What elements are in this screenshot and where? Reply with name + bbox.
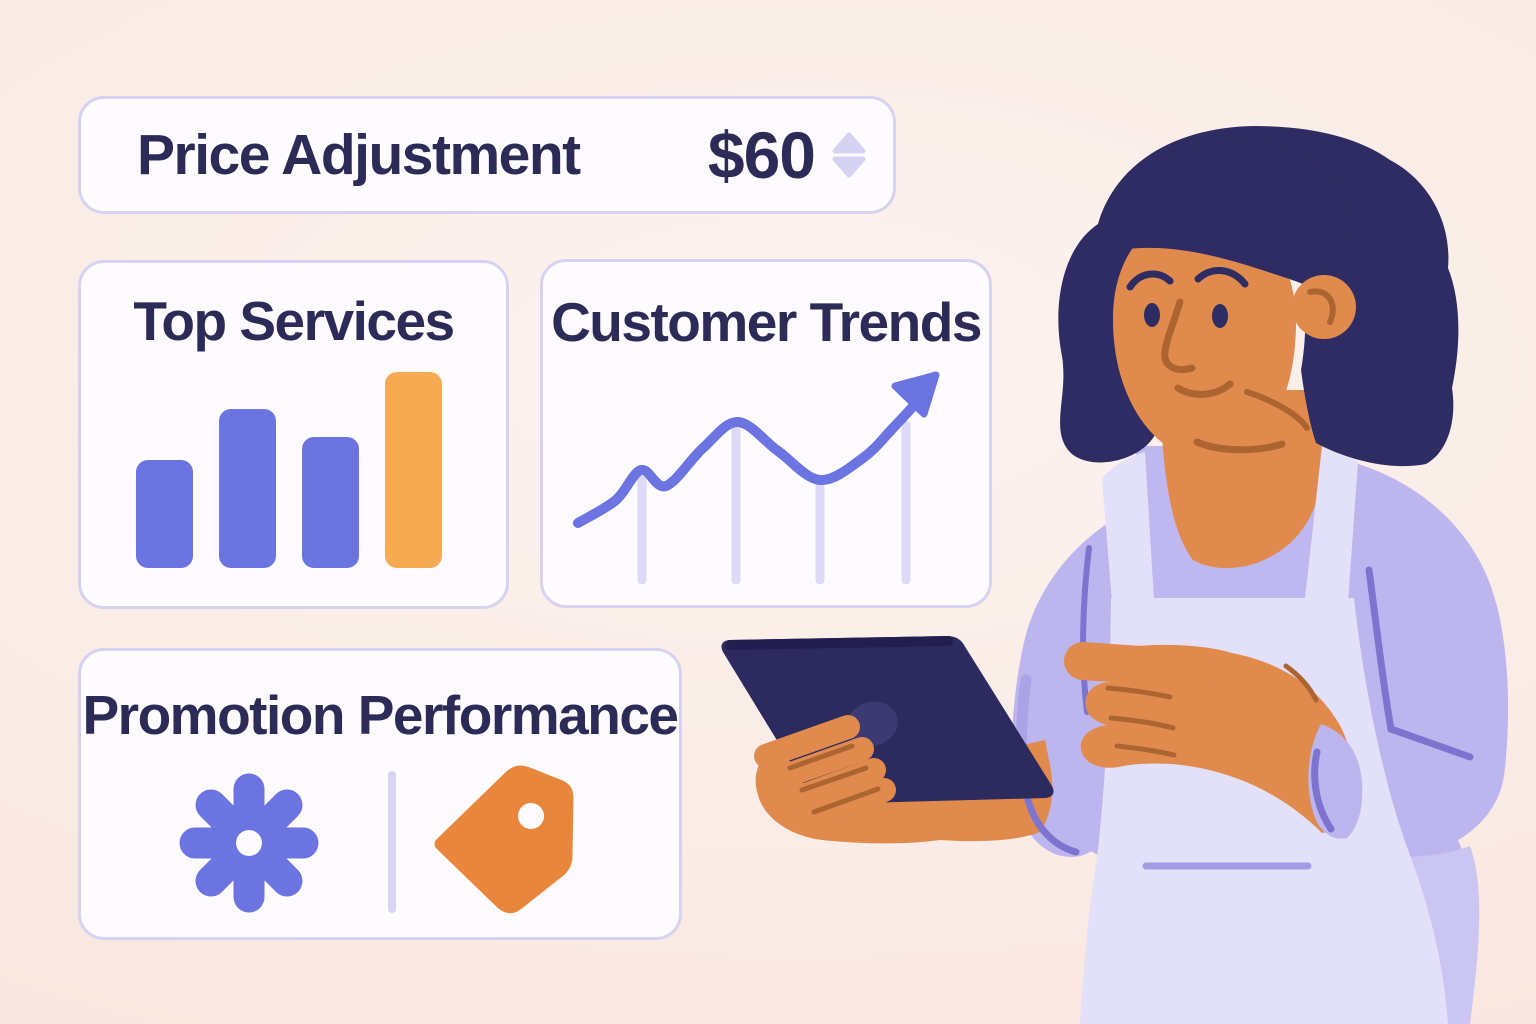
stepper-up-icon[interactable]	[832, 132, 866, 154]
apron-strap-left	[1102, 452, 1154, 602]
right-cuff-shadow	[1311, 748, 1335, 833]
flower-center	[236, 830, 262, 856]
left-sleeve	[1011, 512, 1131, 857]
price-adjustment-title: Price Adjustment	[137, 123, 581, 187]
neck-chest-skin	[1160, 390, 1324, 569]
left-cuff-shadow	[1024, 796, 1080, 856]
price-tag-hole	[518, 803, 544, 829]
price-adjustment-card: Price Adjustment $60	[78, 96, 896, 214]
apron-strap-right	[1305, 446, 1358, 602]
eyebrow-left	[1126, 270, 1174, 291]
trend-arrow-head-icon	[891, 371, 940, 418]
bar-3	[302, 437, 359, 568]
bar-4	[385, 372, 442, 568]
left-shoulder-seam	[1080, 545, 1092, 715]
eye-left	[1144, 303, 1160, 327]
stepper-down-icon[interactable]	[832, 156, 866, 178]
chin-crease	[1193, 438, 1286, 454]
hair-fringe	[1114, 139, 1349, 284]
nose-line	[1161, 298, 1196, 374]
hair	[1058, 126, 1459, 467]
right-sleeve	[1304, 462, 1509, 860]
right-sleeve-seam	[1365, 566, 1474, 761]
face	[1112, 212, 1297, 456]
tablet[interactable]	[721, 636, 1054, 804]
tablet-hand-palm	[755, 740, 1053, 844]
ear	[1292, 275, 1356, 339]
knuckle-line	[1283, 663, 1319, 703]
right-cuff	[1308, 724, 1363, 839]
pointing-hand-creases	[1105, 663, 1319, 758]
promotion-icons	[179, 765, 574, 914]
mouth-smile	[1174, 380, 1234, 398]
dress-chest-panel	[1136, 446, 1322, 600]
tablet-camera	[846, 701, 898, 747]
trend-gridlines	[637, 420, 911, 585]
price-tag-icon	[434, 765, 574, 914]
dress-torso	[1024, 456, 1505, 1024]
customer-trends-chart	[573, 371, 940, 585]
pointing-arm	[1080, 644, 1354, 833]
top-services-card: Top Services	[78, 260, 509, 609]
promotion-performance-card: Promotion Performance	[78, 648, 682, 940]
customer-trends-title: Customer Trends	[551, 291, 982, 353]
bar-1	[136, 460, 193, 568]
promotion-performance-title: Promotion Performance	[82, 684, 679, 746]
price-value[interactable]: $60	[707, 118, 816, 192]
pointing-finger	[1064, 642, 1217, 688]
left-sleeve-shadow	[1015, 674, 1039, 824]
top-services-title: Top Services	[133, 290, 455, 352]
bar-2	[219, 409, 276, 568]
eye-right	[1212, 304, 1228, 328]
price-stepper-icon[interactable]	[831, 132, 867, 178]
facial-features	[1126, 267, 1310, 454]
jaw-line	[1244, 389, 1310, 431]
top-services-bars	[81, 263, 506, 606]
customer-trends-card: Customer Trends	[540, 259, 992, 608]
tablet-grip-creases	[787, 743, 881, 815]
tablet-grip-fingers	[754, 715, 896, 834]
tablet-top-bevel	[725, 636, 953, 650]
dress-skirt-band	[1330, 842, 1480, 1024]
trend-line	[573, 374, 938, 528]
ear-inner-line	[1307, 288, 1336, 325]
apron-bib-skirt	[1080, 598, 1448, 1024]
eyebrow-right	[1194, 267, 1249, 288]
